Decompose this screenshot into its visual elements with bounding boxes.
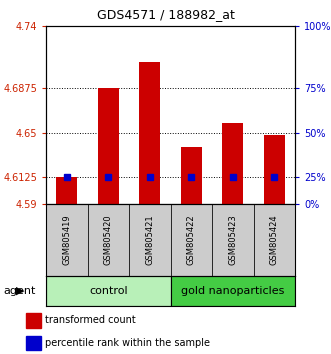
Bar — [98, 88, 118, 204]
Bar — [46, 204, 87, 276]
Text: GSM805423: GSM805423 — [228, 215, 237, 266]
Text: ▶: ▶ — [16, 286, 25, 296]
Bar — [264, 135, 285, 204]
Bar — [129, 204, 170, 276]
Bar — [87, 204, 129, 276]
Text: GSM805420: GSM805420 — [104, 215, 113, 265]
Text: control: control — [89, 286, 127, 296]
Text: GDS4571 / 188982_at: GDS4571 / 188982_at — [97, 8, 234, 21]
Bar — [181, 147, 202, 204]
Text: agent: agent — [3, 286, 36, 296]
Bar — [212, 204, 254, 276]
Text: gold nanoparticles: gold nanoparticles — [181, 286, 284, 296]
Text: transformed count: transformed count — [45, 315, 135, 325]
Text: GSM805424: GSM805424 — [270, 215, 279, 265]
Bar — [170, 204, 212, 276]
Bar — [26, 313, 41, 327]
Bar — [139, 62, 160, 204]
Bar — [222, 123, 243, 204]
Text: GSM805421: GSM805421 — [145, 215, 154, 265]
Bar — [26, 336, 41, 350]
Bar — [170, 276, 295, 306]
Text: GSM805422: GSM805422 — [187, 215, 196, 265]
Bar — [46, 276, 170, 306]
Bar — [56, 177, 77, 204]
Text: percentile rank within the sample: percentile rank within the sample — [45, 338, 210, 348]
Bar — [254, 204, 295, 276]
Text: GSM805419: GSM805419 — [62, 215, 71, 265]
